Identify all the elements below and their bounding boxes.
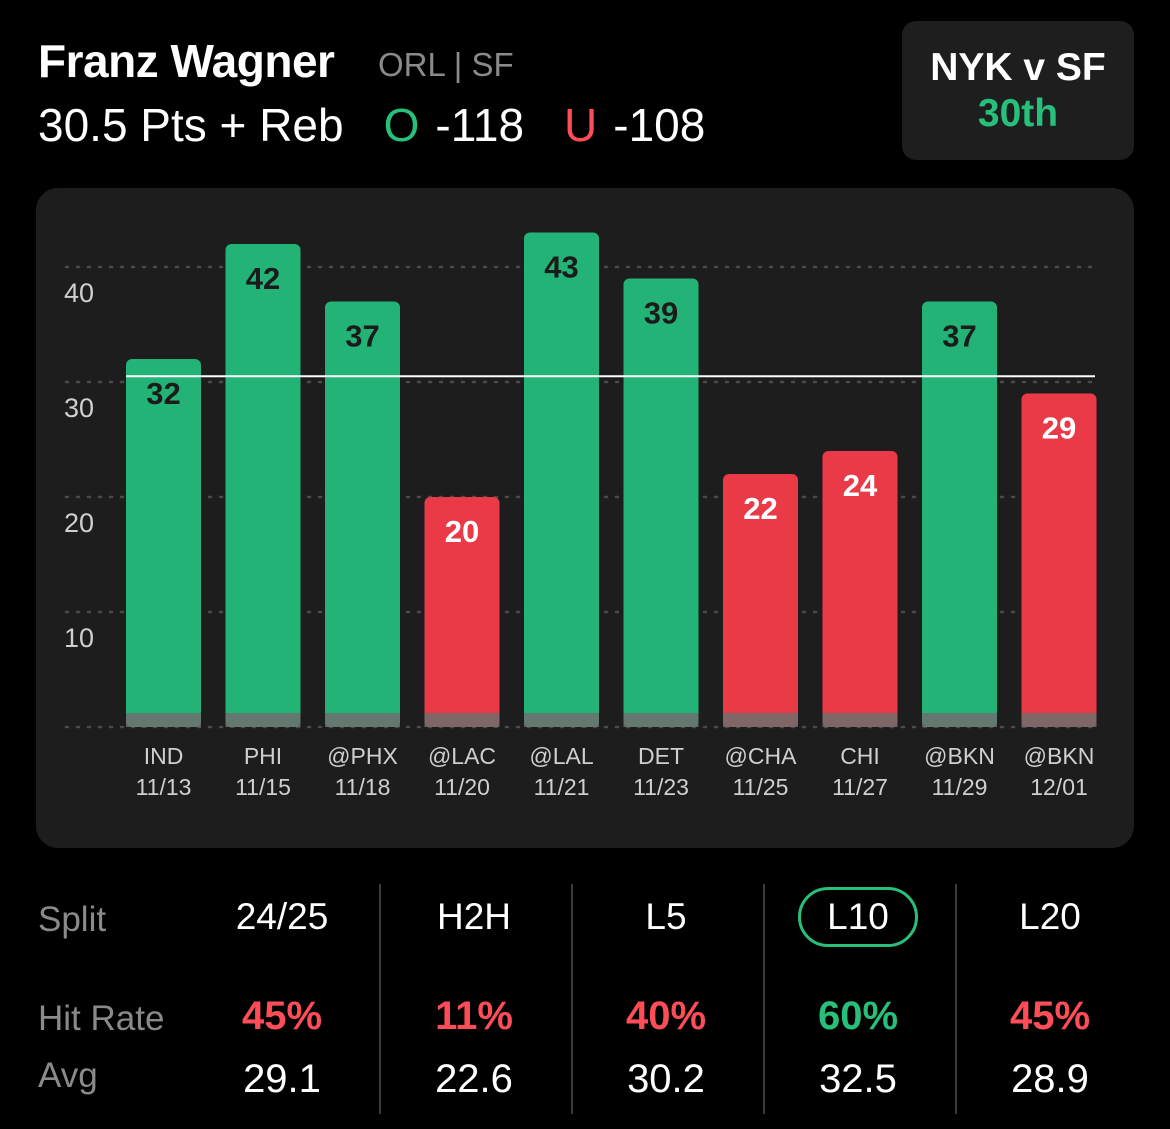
- split-tab-l5[interactable]: L5: [645, 896, 687, 937]
- matchup-label: NYK v SF: [930, 45, 1106, 89]
- avg-value: 22.6: [435, 1057, 513, 1101]
- under-mark: U: [564, 99, 598, 151]
- bar: [922, 301, 997, 727]
- game-log-chart: 10 20 30 40 32 IND 11/13 42 PHI 11/15 37 @PHX 11/18 2…: [36, 188, 1134, 848]
- split-tab-h2h[interactable]: H2H: [436, 896, 512, 937]
- split-column-header: H2H: [378, 896, 570, 938]
- x-opponent-label: @PHX: [327, 743, 398, 769]
- bar-value-label: 24: [843, 468, 878, 503]
- bar-value-label: 22: [743, 491, 777, 526]
- x-date-label: 11/29: [932, 774, 988, 800]
- x-opponent-label: @CHA: [725, 743, 798, 769]
- x-date-label: 12/01: [1030, 774, 1088, 800]
- bar-base: [1021, 713, 1097, 727]
- hit-rate-value: 40%: [625, 994, 707, 1038]
- bar-value-label: 37: [345, 319, 379, 354]
- bar-base: [922, 713, 997, 727]
- avg-value: 28.9: [1011, 1057, 1089, 1101]
- bar-base: [623, 713, 699, 727]
- bar: [325, 301, 400, 727]
- x-opponent-label: DET: [638, 743, 684, 769]
- bar-value-label: 42: [246, 261, 280, 296]
- team-position: ORL | SF: [378, 46, 514, 83]
- x-opponent-label: IND: [144, 743, 184, 769]
- stat-line: 30.5 Pts + Reb: [38, 99, 344, 151]
- matchup-badge[interactable]: NYK v SF 30th: [902, 21, 1134, 160]
- bar-base: [524, 713, 599, 727]
- x-opponent-label: @BKN: [1024, 743, 1095, 769]
- split-column-header: 24/25: [186, 896, 378, 938]
- bar-base: [325, 713, 400, 727]
- x-opponent-label: CHI: [840, 743, 880, 769]
- prop-line: 30.5 Pts + Reb O -118 U -108: [38, 98, 705, 152]
- x-opponent-label: @LAL: [529, 743, 593, 769]
- avg-value: 32.5: [819, 1057, 897, 1101]
- avg-value: 30.2: [627, 1057, 705, 1101]
- bar-base: [225, 713, 301, 727]
- column-divider: [379, 884, 381, 1114]
- x-date-label: 11/15: [235, 774, 291, 800]
- bar: [1021, 393, 1097, 727]
- bar: [822, 451, 898, 727]
- bar: [126, 359, 201, 727]
- x-date-label: 11/21: [534, 774, 590, 800]
- bar-chart-svg: 10 20 30 40 32 IND 11/13 42 PHI 11/15 37 @PHX 11/18 2…: [64, 232, 1102, 800]
- bar-value-label: 37: [942, 319, 976, 354]
- avg-row-label: Avg: [38, 1056, 98, 1095]
- under-odds[interactable]: -108: [613, 99, 706, 151]
- x-opponent-label: @LAC: [428, 743, 496, 769]
- bar: [524, 232, 599, 727]
- y-tick-label: 30: [64, 393, 94, 423]
- bar-base: [723, 713, 798, 727]
- avg-value: 29.1: [243, 1057, 321, 1101]
- player-name: Franz Wagner: [38, 35, 335, 87]
- split-tab-24-25[interactable]: 24/25: [235, 896, 329, 937]
- split-tab-l20[interactable]: L20: [1019, 896, 1081, 937]
- bar: [623, 278, 699, 727]
- over-odds[interactable]: -118: [435, 99, 525, 151]
- column-divider: [763, 884, 765, 1114]
- bar: [424, 497, 500, 727]
- bar-value-label: 20: [445, 514, 479, 549]
- x-date-label: 11/23: [633, 774, 689, 800]
- x-date-label: 11/25: [733, 774, 789, 800]
- split-column-header: L5: [570, 896, 762, 938]
- bar-value-label: 39: [644, 296, 678, 331]
- hit-rate-row-label: Hit Rate: [38, 999, 165, 1038]
- column-divider: [955, 884, 957, 1114]
- hit-rate-value: 11%: [435, 994, 513, 1038]
- split-column-header: L20: [954, 896, 1146, 938]
- y-tick-label: 40: [64, 278, 94, 308]
- over-mark: O: [383, 99, 420, 151]
- x-date-label: 11/18: [335, 774, 391, 800]
- split-column-header: L10: [762, 887, 954, 947]
- split-tab-l10[interactable]: L10: [798, 887, 918, 947]
- bar-value-label: 29: [1042, 411, 1076, 446]
- hit-rate-value: 45%: [1009, 994, 1091, 1038]
- x-opponent-label: PHI: [244, 743, 282, 769]
- bar-base: [424, 713, 500, 727]
- split-row-label: Split: [38, 900, 107, 939]
- bar-base: [822, 713, 898, 727]
- x-opponent-label: @BKN: [924, 743, 995, 769]
- x-date-label: 11/20: [434, 774, 490, 800]
- bar-base: [126, 713, 201, 727]
- x-date-label: 11/13: [136, 774, 192, 800]
- splits-table: Split Hit Rate Avg 24/25 45% 29.1 H2H 11% 22.…: [0, 872, 1170, 1129]
- y-tick-label: 10: [64, 623, 94, 653]
- y-tick-label: 20: [64, 508, 94, 538]
- x-date-label: 11/27: [832, 774, 888, 800]
- bar: [723, 474, 798, 727]
- hit-rate-value: 45%: [241, 994, 323, 1038]
- bar-value-label: 32: [146, 376, 180, 411]
- hit-rate-value: 60%: [817, 994, 899, 1038]
- bar: [225, 244, 301, 727]
- matchup-rank: 30th: [977, 91, 1059, 135]
- column-divider: [571, 884, 573, 1114]
- bar-value-label: 43: [544, 250, 578, 285]
